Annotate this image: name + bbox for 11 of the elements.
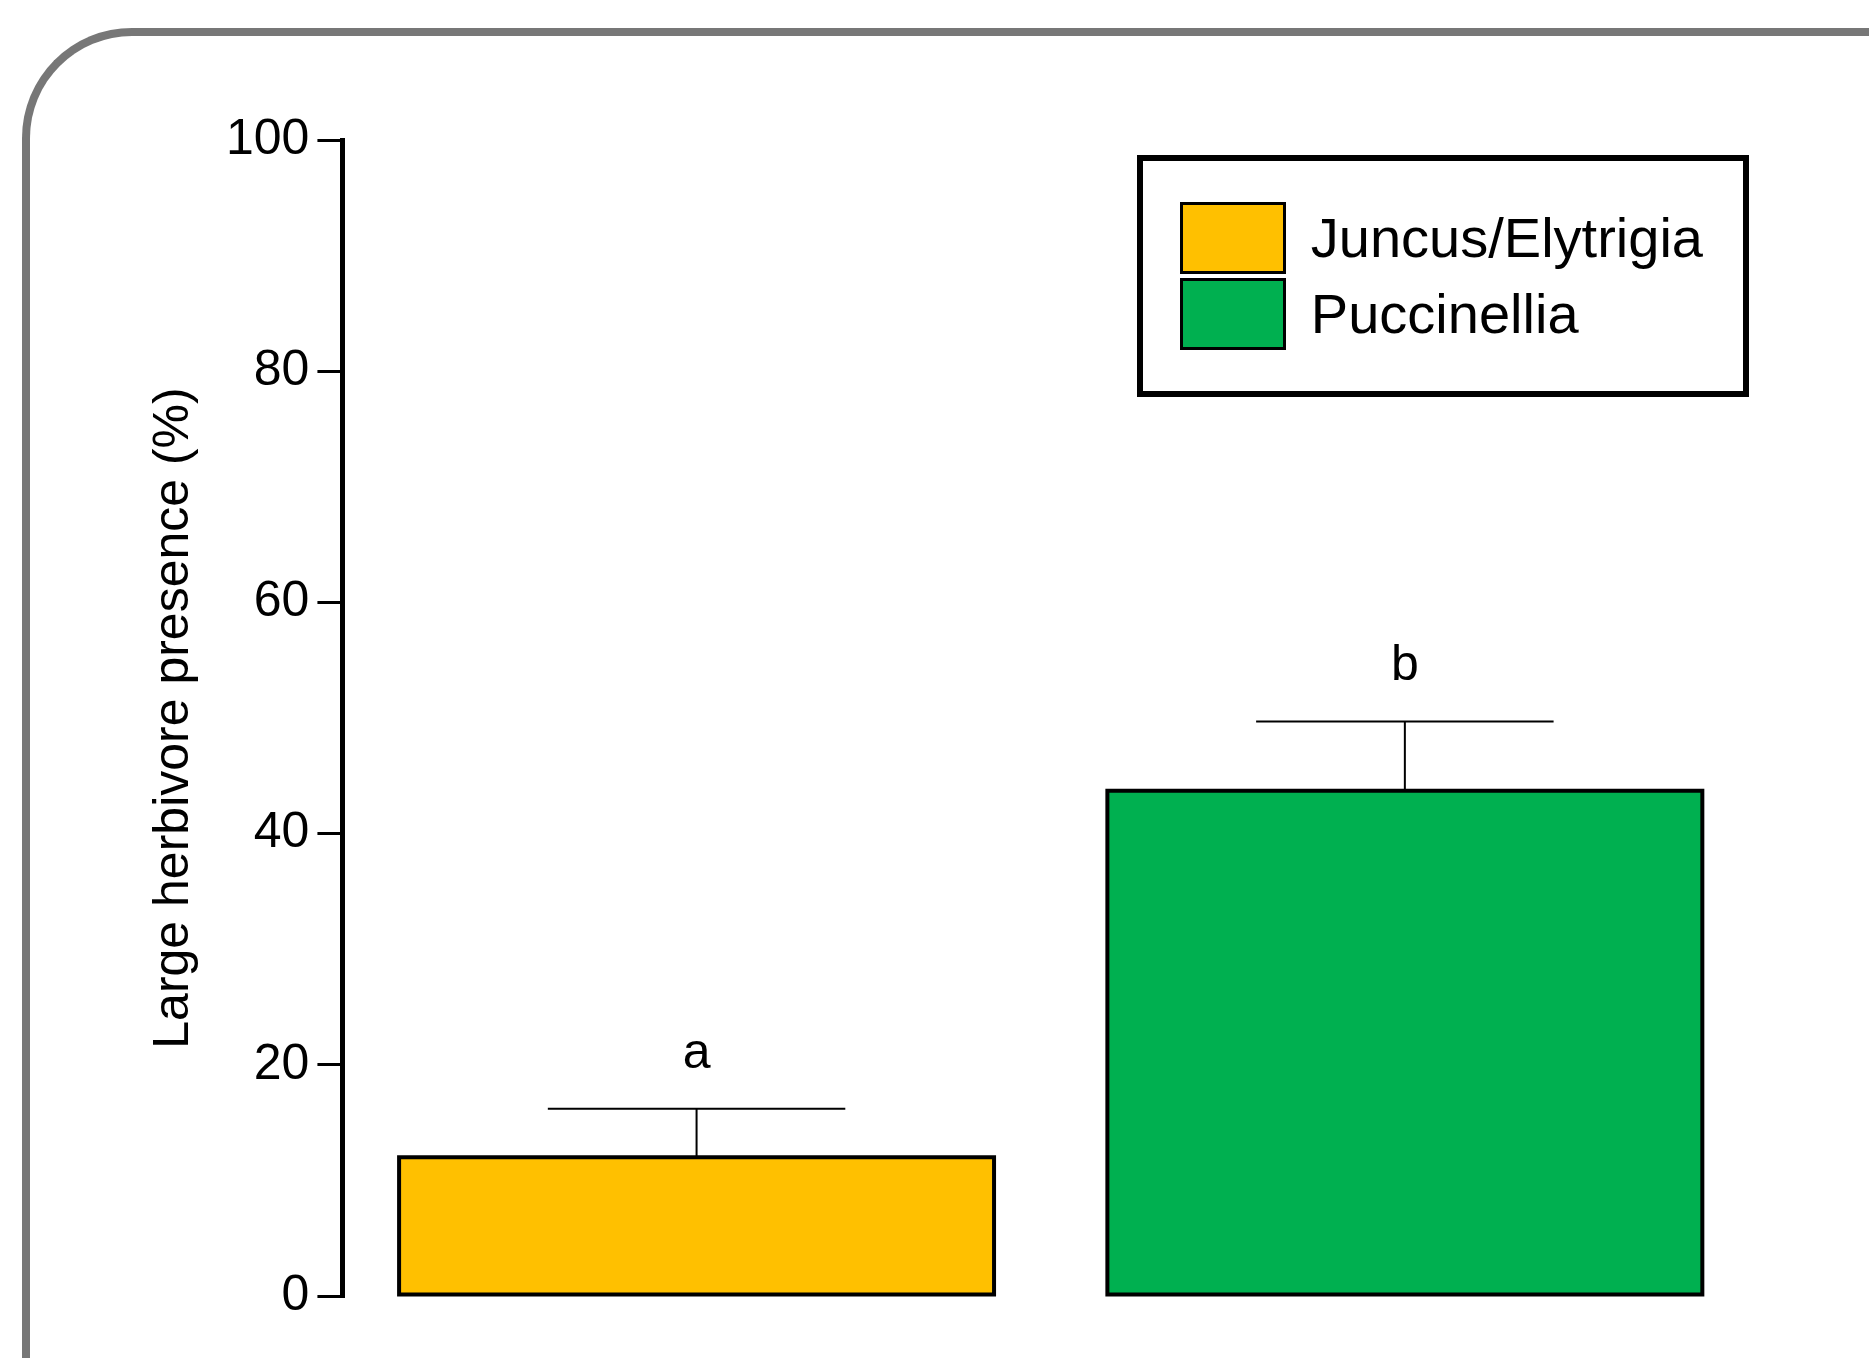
annotation: b <box>1390 635 1419 692</box>
y-tick-label: 40 <box>253 802 310 859</box>
y-axis-title: Large herbivore presence (%) <box>142 387 199 1049</box>
y-tick-label: 60 <box>253 571 310 628</box>
y-tick-label: 20 <box>253 1033 310 1090</box>
legend-label: Juncus/Elytrigia <box>1310 206 1703 269</box>
y-tick-label: 0 <box>281 1264 310 1321</box>
annotation: a <box>682 1022 711 1079</box>
y-tick-label: 100 <box>225 108 310 165</box>
legend-label: Puccinellia <box>1310 282 1579 345</box>
y-tick-label: 80 <box>253 339 310 396</box>
